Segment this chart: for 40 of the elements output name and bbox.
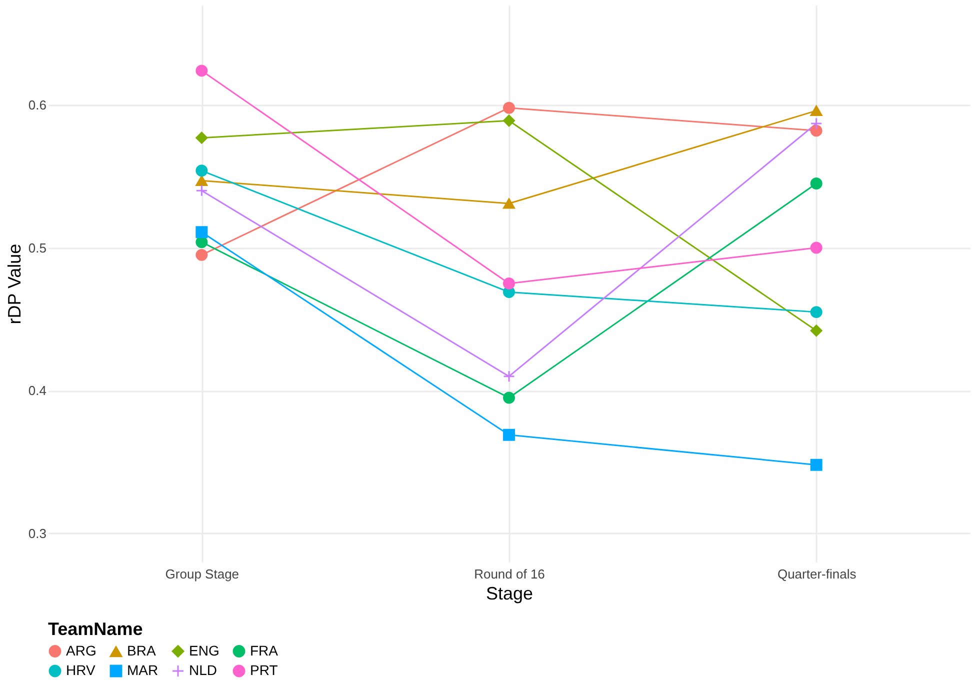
point — [196, 248, 208, 261]
y-tick-label: 0.6 — [28, 97, 46, 112]
point — [196, 175, 208, 186]
point — [810, 178, 822, 190]
legend-label: ENG — [189, 642, 220, 658]
legend-label: MAR — [127, 662, 158, 678]
legend-label: ARG — [66, 642, 96, 658]
x-tick-label: Group Stage — [165, 566, 240, 582]
x-tick-label: Round of 16 — [474, 566, 545, 582]
point — [503, 370, 515, 382]
point — [196, 64, 208, 77]
point — [196, 132, 208, 144]
point — [810, 458, 822, 471]
point — [810, 124, 822, 137]
point — [810, 118, 822, 130]
point — [810, 105, 822, 116]
legend-label: PRT — [250, 662, 278, 678]
point — [196, 184, 208, 197]
point — [503, 114, 515, 127]
point — [503, 392, 515, 404]
x-axis-title: Stage — [486, 584, 534, 604]
legend-label: BRA — [127, 642, 156, 659]
point — [503, 198, 515, 209]
point — [503, 278, 515, 290]
legend-label: NLD — [189, 662, 218, 678]
x-tick-label: Quarter-finals — [777, 566, 857, 582]
point — [503, 102, 515, 114]
legend-label: HRV — [66, 662, 96, 678]
y-tick-label: 0.3 — [28, 526, 46, 541]
point — [503, 428, 515, 441]
point — [810, 306, 822, 318]
point — [810, 324, 822, 337]
y-tick-label: 0.4 — [28, 383, 46, 398]
legend-title: TeamName — [48, 619, 143, 639]
y-axis-title: rDP Value — [4, 244, 24, 324]
point — [810, 242, 822, 254]
legend-label: FRA — [250, 642, 279, 658]
point — [196, 226, 208, 238]
point — [196, 164, 208, 177]
y-tick-label: 0.5 — [28, 240, 46, 256]
